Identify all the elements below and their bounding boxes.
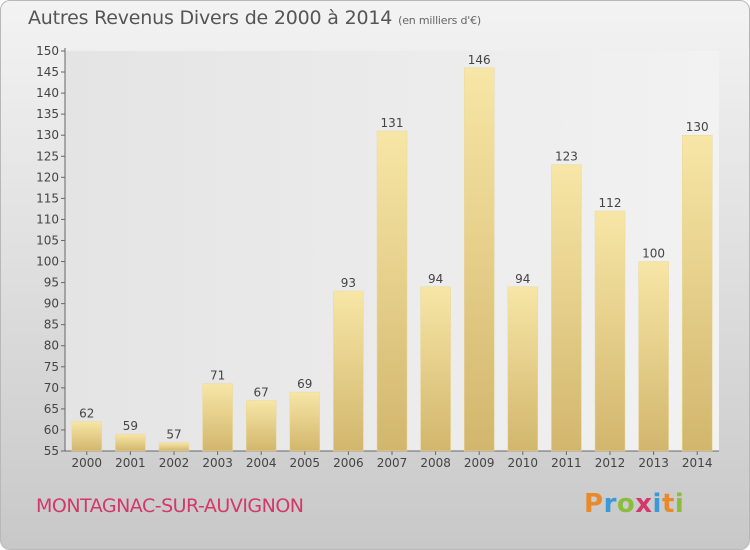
x-tick-label: 2010 xyxy=(508,456,539,470)
x-tick-label: 2000 xyxy=(72,456,103,470)
y-tick-label: 65 xyxy=(44,402,59,416)
logo-letter: i xyxy=(674,489,685,519)
y-tick-label: 115 xyxy=(36,191,59,205)
bar xyxy=(681,134,713,452)
x-tick-label: 2004 xyxy=(246,456,277,470)
bar xyxy=(507,286,539,452)
y-tick-label: 105 xyxy=(36,233,59,247)
y-tick-label: 70 xyxy=(44,381,59,395)
y-tick-label: 130 xyxy=(36,128,59,142)
logo-letter: t xyxy=(661,489,675,519)
bar xyxy=(158,442,190,452)
data-label: 59 xyxy=(123,419,138,433)
chart-title-text: Autres Revenus Divers de 2000 à 2014 xyxy=(28,7,393,29)
x-tick-label: 2008 xyxy=(420,456,451,470)
data-label: 69 xyxy=(297,377,312,391)
y-tick-label: 75 xyxy=(44,360,59,374)
bar xyxy=(420,286,451,452)
x-tick-label: 2005 xyxy=(290,456,321,470)
data-label: 57 xyxy=(166,428,181,442)
x-tick-label: 2007 xyxy=(377,456,408,470)
x-tick-label: 2009 xyxy=(464,456,495,470)
bar xyxy=(376,130,408,452)
x-tick-label: 2014 xyxy=(682,456,713,470)
y-tick-label: 135 xyxy=(36,107,59,121)
bar xyxy=(463,67,495,452)
y-tick-label: 85 xyxy=(44,318,59,332)
data-label: 146 xyxy=(468,53,491,67)
proxiti-logo: Proxiti xyxy=(584,489,684,519)
data-label: 130 xyxy=(686,120,709,134)
y-tick-label: 100 xyxy=(36,255,59,269)
y-tick-label: 140 xyxy=(36,86,59,100)
bar xyxy=(115,433,146,452)
logo-letter: i xyxy=(652,489,662,519)
x-tick-label: 2012 xyxy=(595,456,626,470)
bar xyxy=(551,164,582,452)
bar xyxy=(638,261,669,452)
data-label: 112 xyxy=(599,196,622,210)
chart-title: Autres Revenus Divers de 2000 à 2014 (en … xyxy=(28,7,481,29)
bar xyxy=(289,391,321,452)
y-tick-label: 95 xyxy=(44,276,59,290)
place-name: MONTAGNAC-SUR-AUVIGNON xyxy=(36,495,304,517)
chart-data-labels: 62 59 57 71 67 69 93 131 94 146 94 123 112 100 130 xyxy=(79,53,708,442)
y-tick-label: 125 xyxy=(36,149,59,163)
bar xyxy=(71,421,103,452)
x-tick-label: 2002 xyxy=(159,456,190,470)
x-tick-label: 2001 xyxy=(115,456,146,470)
data-label: 67 xyxy=(254,385,269,399)
logo-letter: x xyxy=(635,489,653,519)
x-tick-label: 2013 xyxy=(638,456,669,470)
x-tick-label: 2003 xyxy=(202,456,233,470)
bar xyxy=(245,400,277,452)
data-label: 94 xyxy=(515,272,530,286)
chart-bars xyxy=(71,67,713,452)
y-tick-label: 55 xyxy=(44,444,59,458)
data-label: 71 xyxy=(210,369,225,383)
data-label: 93 xyxy=(341,276,356,290)
logo-letter: P xyxy=(584,489,604,519)
y-tick-label: 80 xyxy=(44,339,59,353)
bar xyxy=(333,290,364,452)
y-tick-label: 120 xyxy=(36,170,59,184)
chart-subtitle: (en milliers d'€) xyxy=(398,14,482,27)
logo-letter: o xyxy=(616,489,636,519)
y-tick-label: 150 xyxy=(36,44,59,58)
y-tick-label: 60 xyxy=(44,423,59,437)
logo-letter: r xyxy=(603,489,617,519)
data-label: 131 xyxy=(381,116,404,130)
bar xyxy=(202,383,233,452)
x-tick-label: 2011 xyxy=(551,456,582,470)
data-label: 100 xyxy=(642,247,665,261)
data-label: 62 xyxy=(79,407,94,421)
y-tick-label: 110 xyxy=(36,212,59,226)
x-tick-label: 2006 xyxy=(333,456,364,470)
y-tick-label: 90 xyxy=(44,297,59,311)
data-label: 123 xyxy=(555,150,578,164)
bar xyxy=(594,210,626,452)
y-tick-label: 145 xyxy=(36,65,59,79)
data-label: 94 xyxy=(428,272,443,286)
